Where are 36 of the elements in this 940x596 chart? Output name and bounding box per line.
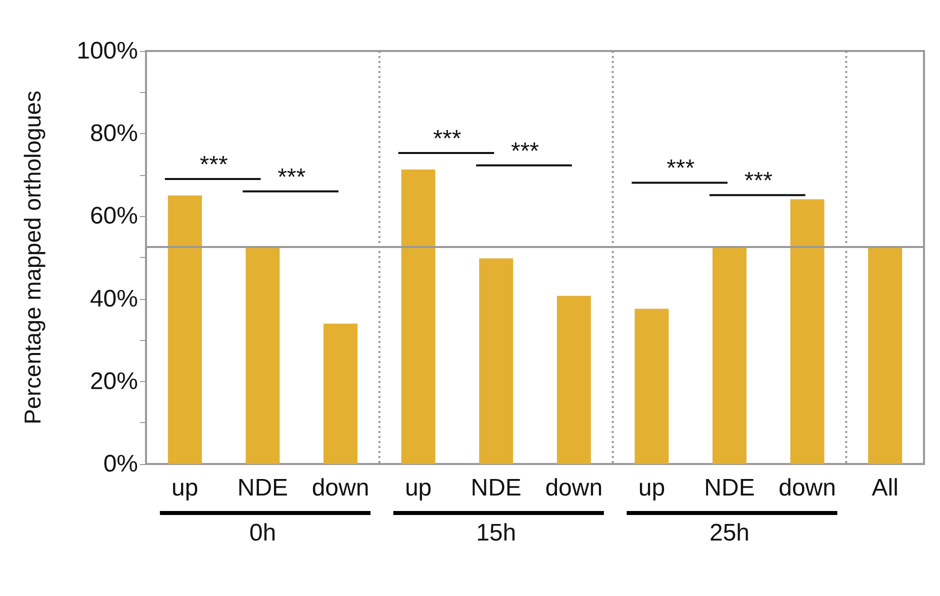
bar <box>401 170 436 464</box>
annotation: *** <box>200 152 228 179</box>
bar <box>712 246 746 464</box>
bar <box>479 258 514 464</box>
y-tick-label: 100% <box>76 38 138 64</box>
y-tick-label: 60% <box>90 202 138 230</box>
x-tick-label: All <box>872 474 898 502</box>
bar <box>868 246 902 464</box>
bar <box>324 324 358 464</box>
bar <box>168 196 202 464</box>
bar <box>634 308 669 464</box>
annotation: *** <box>278 164 306 191</box>
y-axis-title: Percentage mapped orthologues <box>20 90 46 424</box>
x-tick-label: down <box>778 474 836 502</box>
x-tick-label: NDE <box>470 474 522 502</box>
x-tick-label: down <box>545 474 603 502</box>
text: 15h <box>476 520 516 546</box>
y-tick-label: 0% <box>103 450 138 478</box>
text: 25h <box>709 520 750 546</box>
text: 0h <box>249 520 276 546</box>
y-tick-label: 80% <box>90 120 138 148</box>
x-tick-label: up <box>172 474 198 502</box>
annotation: *** <box>510 138 540 165</box>
x-tick-label: up <box>638 474 666 502</box>
y-tick-label: 40% <box>90 285 138 312</box>
bar <box>790 199 824 464</box>
bar <box>246 246 280 464</box>
x-tick-label: NDE <box>704 474 755 502</box>
annotation: *** <box>744 168 772 195</box>
x-tick-label: down <box>312 474 370 502</box>
annotation: *** <box>433 126 462 153</box>
x-tick-label: up <box>404 474 432 502</box>
x-tick-label: NDE <box>237 474 288 502</box>
y-tick-label: 20% <box>90 368 138 395</box>
annotation: *** <box>666 155 695 182</box>
bar <box>556 296 591 464</box>
